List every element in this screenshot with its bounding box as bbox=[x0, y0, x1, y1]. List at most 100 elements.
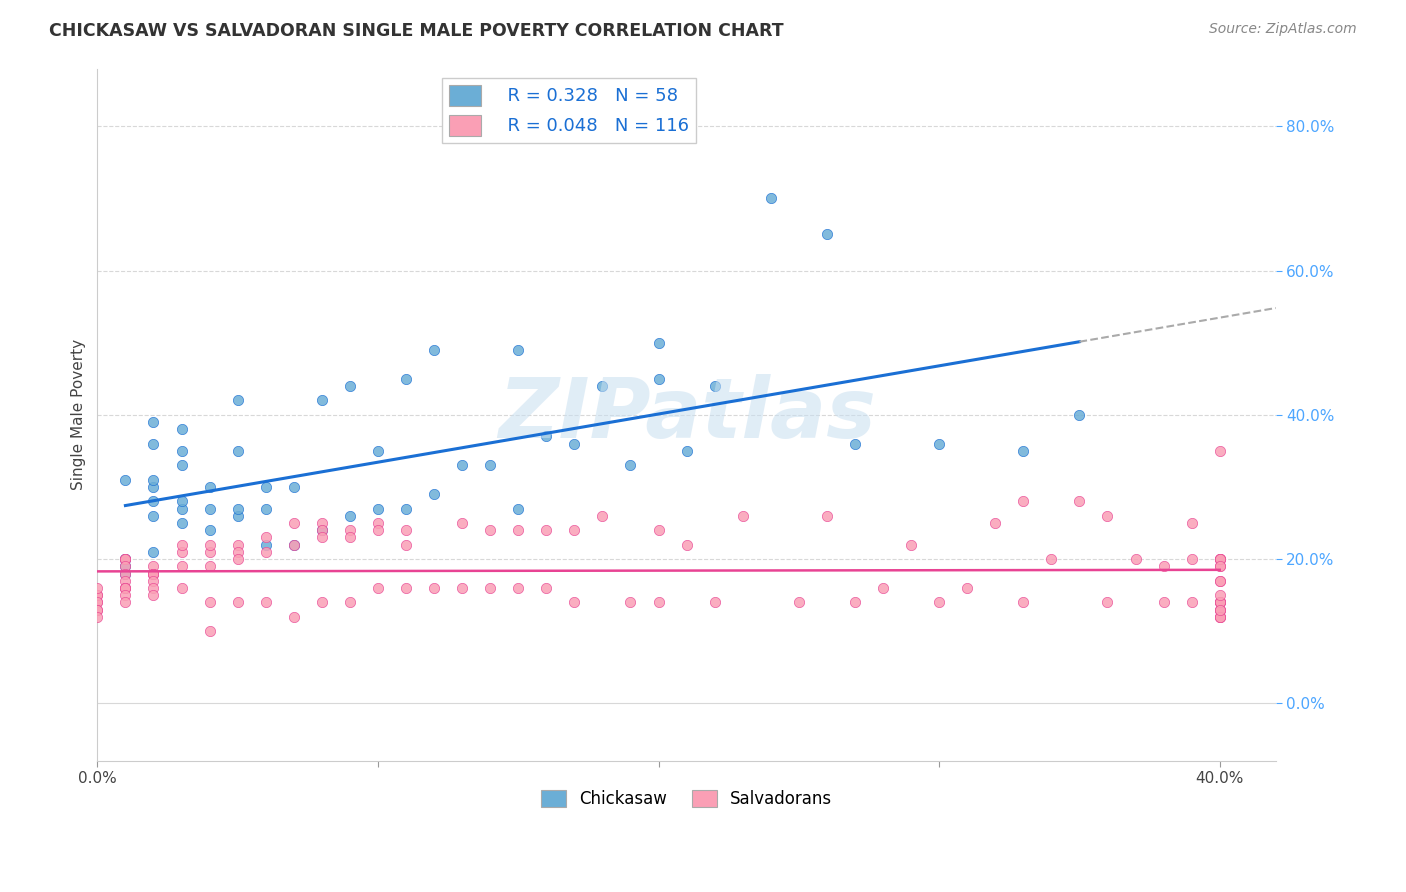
Y-axis label: Single Male Poverty: Single Male Poverty bbox=[72, 339, 86, 491]
Point bbox=[142, 480, 165, 494]
Point bbox=[1209, 595, 1232, 609]
Point bbox=[647, 595, 669, 609]
Point bbox=[170, 538, 193, 552]
Point bbox=[86, 588, 108, 602]
Point bbox=[170, 458, 193, 473]
Point bbox=[1209, 602, 1232, 616]
Point bbox=[1097, 508, 1119, 523]
Point bbox=[114, 559, 136, 574]
Point bbox=[647, 372, 669, 386]
Point bbox=[170, 545, 193, 559]
Point bbox=[1012, 494, 1035, 508]
Text: ZIPatlas: ZIPatlas bbox=[498, 375, 876, 455]
Point bbox=[114, 595, 136, 609]
Point bbox=[198, 559, 221, 574]
Point bbox=[142, 574, 165, 588]
Point bbox=[1097, 595, 1119, 609]
Point bbox=[226, 443, 249, 458]
Point bbox=[198, 624, 221, 639]
Point bbox=[451, 581, 474, 595]
Point bbox=[170, 501, 193, 516]
Point bbox=[1181, 552, 1204, 566]
Point bbox=[1209, 552, 1232, 566]
Point bbox=[114, 552, 136, 566]
Point bbox=[451, 516, 474, 530]
Point bbox=[254, 480, 277, 494]
Point bbox=[198, 545, 221, 559]
Point bbox=[395, 581, 418, 595]
Point bbox=[675, 538, 697, 552]
Point bbox=[900, 538, 922, 552]
Point bbox=[984, 516, 1007, 530]
Point bbox=[1209, 552, 1232, 566]
Point bbox=[170, 559, 193, 574]
Point bbox=[1209, 609, 1232, 624]
Point bbox=[479, 458, 502, 473]
Point bbox=[226, 508, 249, 523]
Point bbox=[1153, 559, 1175, 574]
Point bbox=[86, 581, 108, 595]
Point bbox=[1012, 443, 1035, 458]
Point bbox=[114, 552, 136, 566]
Point bbox=[956, 581, 979, 595]
Point bbox=[787, 595, 810, 609]
Point bbox=[142, 508, 165, 523]
Point bbox=[1209, 559, 1232, 574]
Point bbox=[1209, 609, 1232, 624]
Point bbox=[142, 415, 165, 429]
Point bbox=[536, 581, 558, 595]
Point bbox=[451, 458, 474, 473]
Point bbox=[226, 545, 249, 559]
Point bbox=[114, 473, 136, 487]
Point bbox=[1209, 595, 1232, 609]
Point bbox=[142, 559, 165, 574]
Point bbox=[508, 501, 530, 516]
Point bbox=[254, 531, 277, 545]
Point bbox=[283, 538, 305, 552]
Point bbox=[86, 595, 108, 609]
Point bbox=[311, 393, 333, 408]
Point bbox=[170, 422, 193, 436]
Point bbox=[367, 523, 389, 537]
Point bbox=[283, 538, 305, 552]
Point bbox=[423, 343, 446, 357]
Point bbox=[395, 538, 418, 552]
Point bbox=[1209, 588, 1232, 602]
Point bbox=[647, 335, 669, 350]
Point bbox=[872, 581, 894, 595]
Point bbox=[1209, 602, 1232, 616]
Point bbox=[198, 501, 221, 516]
Point bbox=[86, 588, 108, 602]
Point bbox=[395, 501, 418, 516]
Point bbox=[1040, 552, 1063, 566]
Point bbox=[114, 552, 136, 566]
Point bbox=[367, 581, 389, 595]
Point bbox=[254, 538, 277, 552]
Point bbox=[226, 552, 249, 566]
Point bbox=[142, 545, 165, 559]
Point bbox=[339, 379, 361, 393]
Point bbox=[675, 443, 697, 458]
Point bbox=[1209, 443, 1232, 458]
Point bbox=[1209, 609, 1232, 624]
Point bbox=[564, 523, 586, 537]
Point bbox=[731, 508, 754, 523]
Point bbox=[591, 508, 613, 523]
Point bbox=[536, 429, 558, 443]
Point bbox=[1181, 595, 1204, 609]
Point bbox=[844, 436, 866, 450]
Point bbox=[508, 523, 530, 537]
Point bbox=[283, 516, 305, 530]
Point bbox=[339, 531, 361, 545]
Point bbox=[311, 595, 333, 609]
Point bbox=[170, 516, 193, 530]
Point bbox=[1153, 595, 1175, 609]
Point bbox=[254, 545, 277, 559]
Point bbox=[339, 595, 361, 609]
Point bbox=[1012, 595, 1035, 609]
Point bbox=[647, 523, 669, 537]
Point bbox=[86, 602, 108, 616]
Point bbox=[395, 523, 418, 537]
Point bbox=[928, 436, 950, 450]
Point bbox=[1181, 516, 1204, 530]
